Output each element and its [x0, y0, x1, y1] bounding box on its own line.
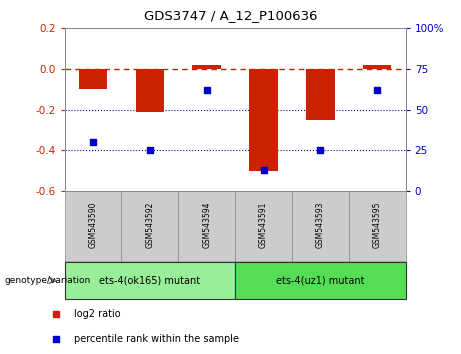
Bar: [121, 191, 178, 262]
Text: ets-4(uz1) mutant: ets-4(uz1) mutant: [276, 275, 365, 286]
Text: log2 ratio: log2 ratio: [74, 309, 121, 320]
Text: GSM543591: GSM543591: [259, 202, 268, 249]
Point: [146, 148, 154, 153]
Bar: [306, 69, 335, 120]
Bar: [79, 69, 107, 89]
Text: GDS3747 / A_12_P100636: GDS3747 / A_12_P100636: [144, 10, 317, 22]
Text: percentile rank within the sample: percentile rank within the sample: [74, 333, 239, 344]
Bar: [193, 65, 221, 69]
Bar: [349, 191, 406, 262]
Text: GSM543590: GSM543590: [89, 202, 97, 249]
Bar: [249, 69, 278, 171]
Bar: [292, 191, 349, 262]
Point: [203, 87, 210, 93]
Point: [373, 87, 381, 93]
Text: GSM543593: GSM543593: [316, 202, 325, 249]
Bar: [65, 191, 121, 262]
Bar: [235, 262, 406, 299]
Text: GSM543592: GSM543592: [145, 202, 154, 249]
Point: [89, 139, 97, 145]
Bar: [363, 65, 391, 69]
Text: GSM543594: GSM543594: [202, 202, 211, 249]
Point: [317, 148, 324, 153]
Text: ets-4(ok165) mutant: ets-4(ok165) mutant: [99, 275, 201, 286]
Point: [260, 167, 267, 173]
Text: GSM543595: GSM543595: [373, 202, 382, 249]
Bar: [136, 69, 164, 112]
Bar: [178, 191, 235, 262]
Bar: [65, 262, 235, 299]
Bar: [235, 191, 292, 262]
Text: genotype/variation: genotype/variation: [5, 276, 91, 285]
